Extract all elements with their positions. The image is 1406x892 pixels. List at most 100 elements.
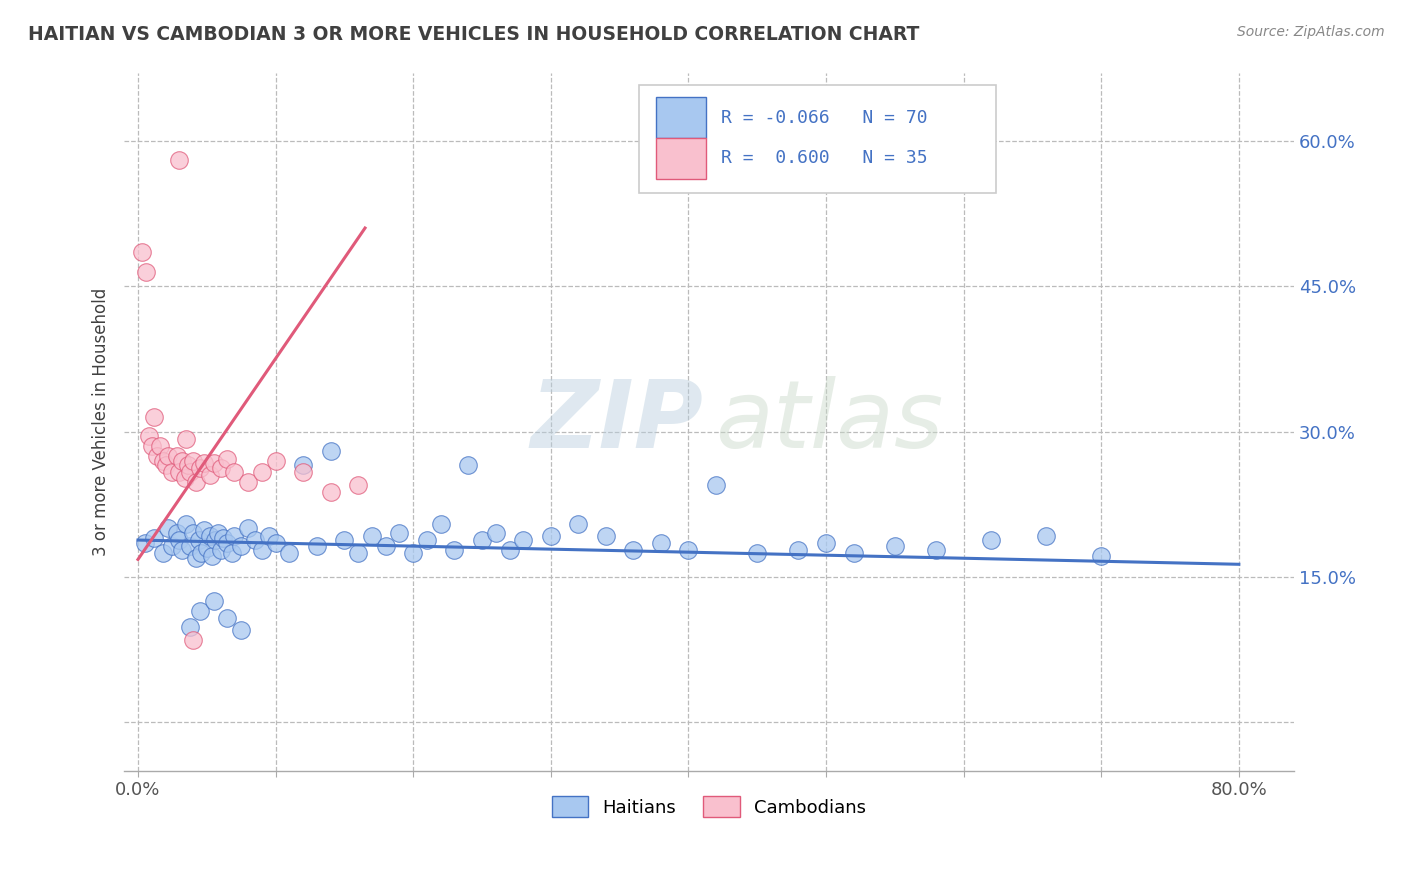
Point <box>319 444 342 458</box>
Point <box>155 458 177 473</box>
Point <box>157 521 180 535</box>
Point <box>176 458 198 473</box>
Point <box>250 542 273 557</box>
Point <box>179 465 201 479</box>
Text: Source: ZipAtlas.com: Source: ZipAtlas.com <box>1237 25 1385 39</box>
Point <box>198 468 221 483</box>
Point <box>162 465 184 479</box>
Point <box>264 453 287 467</box>
Point <box>149 439 172 453</box>
Point <box>402 546 425 560</box>
Point <box>704 478 727 492</box>
Point <box>190 546 212 560</box>
Point <box>209 461 232 475</box>
Point <box>305 539 328 553</box>
Point <box>173 471 195 485</box>
Point <box>166 449 188 463</box>
Point <box>485 526 508 541</box>
Point <box>217 610 239 624</box>
Point <box>184 475 207 489</box>
Text: HAITIAN VS CAMBODIAN 3 OR MORE VEHICLES IN HOUSEHOLD CORRELATION CHART: HAITIAN VS CAMBODIAN 3 OR MORE VEHICLES … <box>28 25 920 44</box>
Point <box>457 458 479 473</box>
Point <box>925 542 948 557</box>
Point <box>181 453 204 467</box>
Point <box>138 429 160 443</box>
Point <box>980 533 1002 547</box>
Point <box>170 453 193 467</box>
Point <box>143 531 166 545</box>
Point <box>167 533 190 547</box>
Point <box>207 526 229 541</box>
Point <box>347 546 370 560</box>
Point <box>347 478 370 492</box>
Point <box>198 529 221 543</box>
Point <box>170 542 193 557</box>
Point <box>278 546 301 560</box>
Point <box>201 549 224 563</box>
Point <box>540 529 562 543</box>
Point <box>179 620 201 634</box>
Point <box>333 533 356 547</box>
Point <box>236 475 259 489</box>
Point <box>257 529 280 543</box>
Point <box>471 533 494 547</box>
Point <box>250 465 273 479</box>
Point <box>135 265 157 279</box>
Point <box>188 461 211 475</box>
Point <box>243 533 266 547</box>
Point <box>883 539 905 553</box>
Point <box>621 542 644 557</box>
Point <box>152 453 174 467</box>
Point <box>157 449 180 463</box>
Point <box>264 536 287 550</box>
Text: R =  0.600   N = 35: R = 0.600 N = 35 <box>721 149 928 167</box>
Point <box>188 604 211 618</box>
Point <box>595 529 617 543</box>
Point <box>167 153 190 168</box>
Point <box>193 524 215 538</box>
FancyBboxPatch shape <box>657 97 706 138</box>
Point <box>217 451 239 466</box>
Point <box>193 456 215 470</box>
Point <box>141 439 163 453</box>
Point <box>179 539 201 553</box>
Point <box>202 456 225 470</box>
Point <box>187 533 209 547</box>
Point <box>416 533 439 547</box>
Point <box>181 632 204 647</box>
Point <box>1090 549 1112 563</box>
Point <box>174 432 197 446</box>
Point <box>231 623 253 637</box>
Point <box>1035 529 1057 543</box>
Point <box>143 409 166 424</box>
Point <box>842 546 865 560</box>
Text: ZIP: ZIP <box>530 376 703 467</box>
Point <box>131 245 153 260</box>
Y-axis label: 3 or more Vehicles in Household: 3 or more Vehicles in Household <box>93 288 110 556</box>
Point <box>202 594 225 608</box>
Point <box>814 536 837 550</box>
Point <box>650 536 672 550</box>
Point <box>498 542 520 557</box>
Point <box>231 539 253 553</box>
Point <box>747 546 769 560</box>
Point <box>146 449 169 463</box>
Point <box>361 529 384 543</box>
Point <box>429 516 451 531</box>
FancyBboxPatch shape <box>657 137 706 178</box>
Point <box>212 531 235 545</box>
Text: R = -0.066   N = 70: R = -0.066 N = 70 <box>721 109 928 127</box>
Point <box>374 539 396 553</box>
Point <box>134 536 156 550</box>
Point <box>204 533 226 547</box>
FancyBboxPatch shape <box>638 85 995 193</box>
Point <box>167 465 190 479</box>
Point <box>512 533 534 547</box>
Point <box>319 484 342 499</box>
Legend: Haitians, Cambodians: Haitians, Cambodians <box>546 789 873 824</box>
Point <box>217 536 239 550</box>
Point <box>567 516 589 531</box>
Point <box>162 539 184 553</box>
Point <box>236 521 259 535</box>
Point <box>221 546 243 560</box>
